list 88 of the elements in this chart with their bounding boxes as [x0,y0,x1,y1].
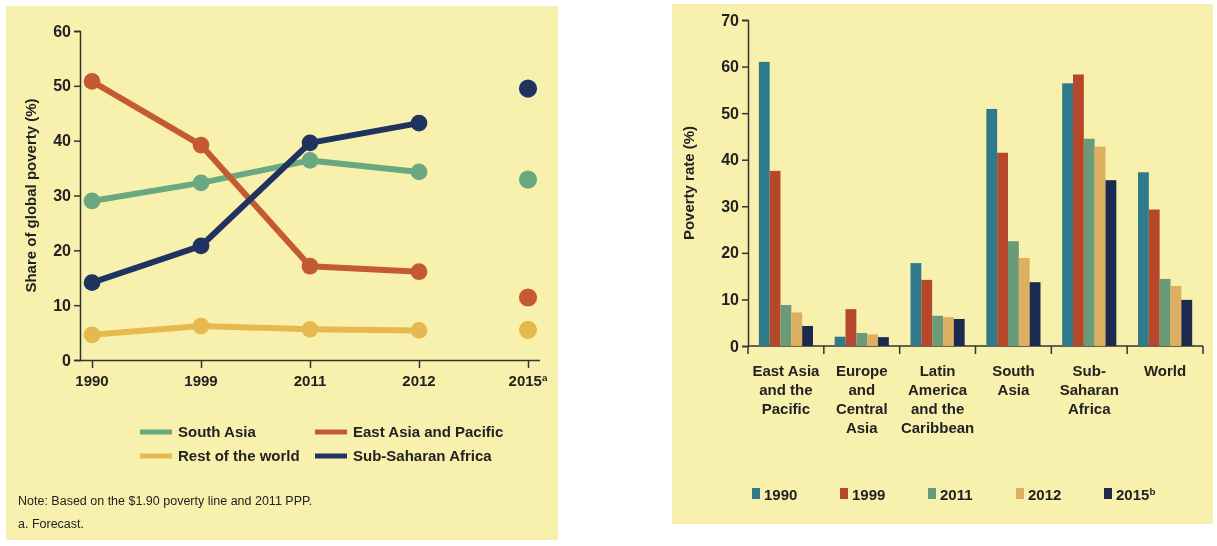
bar [780,305,792,346]
bar [845,309,857,346]
y-tick-label: 20 [721,244,740,262]
legend-label: 2015$^{b}$ [1116,485,1156,503]
legend-label: 2011 [940,486,973,503]
bar [856,332,868,346]
bar [1170,285,1182,346]
bar [1008,241,1019,346]
x-tick-label: Europe and Central Asia [835,362,888,436]
x-tick-label: 1990 [75,372,109,389]
bar [1062,83,1073,346]
bar [1181,299,1193,346]
y-tick-label: 70 [721,11,740,29]
y-tick-label: 40 [53,132,72,150]
bar [943,317,954,346]
point [83,326,101,344]
point [410,322,428,339]
point [192,174,210,192]
x-tick-label: Sub-Saharan Africa [1059,362,1119,417]
y-tick-label: 30 [721,197,740,215]
y-tick-label: 60 [721,58,740,76]
x-tick-label: East Asia and the Pacific [752,362,821,417]
x-tick-label: 2012 [402,372,436,389]
point [301,257,319,275]
text: a. Forecast. [18,517,84,531]
bar [1148,209,1160,346]
x-tick-label: Latin America and the Caribbean [900,362,975,436]
bar [1018,257,1030,346]
bar [1083,138,1095,346]
bar [953,318,965,346]
y-tick-label: 0 [730,337,740,355]
point [301,152,319,169]
bar [867,334,878,346]
bar [791,312,803,346]
y-tick-label: 0 [62,351,72,369]
legend-label: Rest of the world [178,447,300,464]
point [410,263,428,281]
bar [986,108,998,346]
bar [878,337,889,346]
point [83,73,101,90]
point [192,317,210,335]
bar [1029,282,1041,346]
point [518,79,538,98]
x-tick-label: World [1143,362,1187,379]
bar [1138,172,1149,346]
y-tick-label: 40 [721,151,740,169]
point [301,134,319,152]
point [410,114,428,132]
bar [997,152,1008,346]
x-tick-label: 1999 [184,372,218,389]
bar [1094,146,1106,346]
point [410,163,428,181]
x-tick-label: South Asia [992,362,1035,398]
bar [932,315,943,346]
point [192,136,210,154]
point [518,170,538,189]
y-tick-label: 30 [53,187,72,205]
point [301,320,319,338]
bar [921,279,933,346]
bar [910,263,922,346]
y-tick-label: 10 [53,296,72,314]
bar [769,170,781,346]
y-tick-label: 50 [721,104,740,122]
y-tick-label: 10 [721,291,740,309]
bar [1073,74,1084,346]
text: Note: Based on the $1.90 poverty line and 2011 PPP. [18,494,313,508]
y-axis-title: Share of global poverty (%) [22,98,39,293]
point [518,288,538,307]
bar [802,325,813,346]
point [83,274,101,292]
legend-label: Sub-Saharan Africa [353,447,493,464]
legend-label: 2012 [1028,486,1062,503]
point [192,237,210,255]
x-tick-label: 2015$^{a}$ [508,371,548,389]
y-axis-title: Poverty rate (%) [680,125,697,241]
legend-label: 1990 [764,486,798,503]
bar [1159,278,1171,346]
y-tick-label: 50 [53,77,72,95]
legend-label: East Asia and Pacific [353,423,504,440]
bar [1105,180,1117,346]
y-tick-label: 60 [53,22,72,40]
x-tick-label: 2011 [293,372,327,389]
bar [834,336,846,346]
y-tick-label: 20 [53,241,72,259]
point [518,320,538,339]
legend-label: 1999 [852,486,886,503]
point [83,192,101,210]
bar [758,61,770,346]
